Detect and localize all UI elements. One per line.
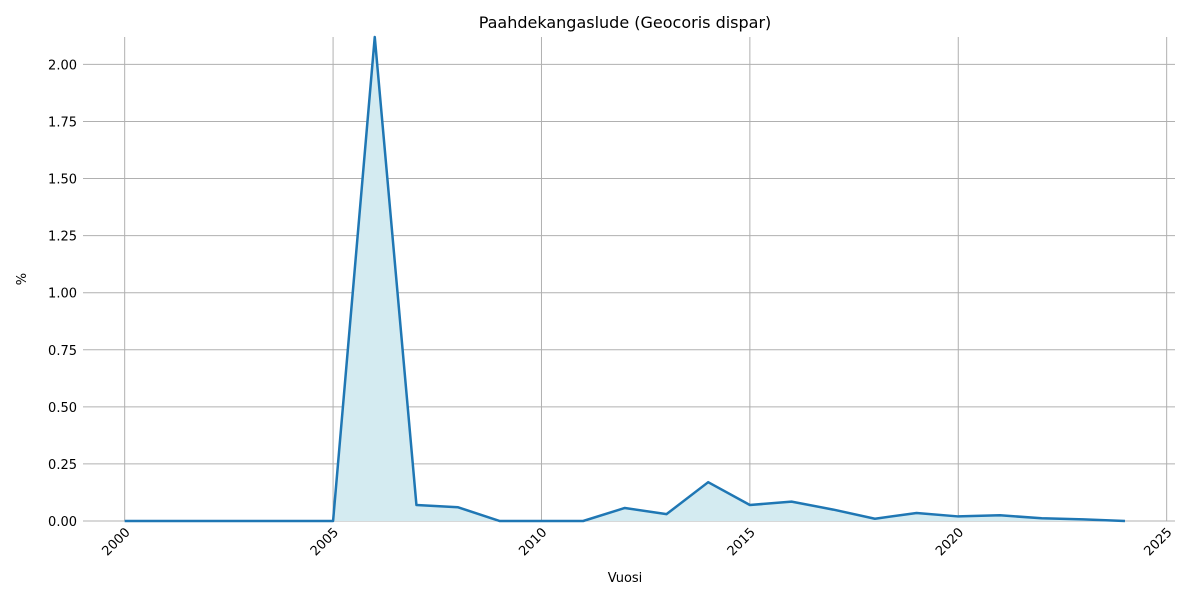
x-tick-label: 2010 xyxy=(516,525,550,559)
x-tick-label: 2000 xyxy=(100,525,134,559)
area xyxy=(124,37,1125,521)
y-tick-label: 0.75 xyxy=(48,344,77,359)
y-tick-label: 1.50 xyxy=(48,173,77,188)
y-axis-label: % xyxy=(15,273,30,285)
line xyxy=(124,35,1126,523)
x-tick-label: 2015 xyxy=(725,525,759,559)
y-tick-label: 1.00 xyxy=(48,287,77,302)
y-tick-label: 1.25 xyxy=(48,230,77,245)
y-tick-label: 1.75 xyxy=(48,115,77,130)
y-tick-label: 0.00 xyxy=(48,515,77,530)
y-tick-label: 0.25 xyxy=(48,458,77,473)
y-tick-label: 2.00 xyxy=(48,58,77,73)
chart-title: Paahdekangaslude (Geocoris dispar) xyxy=(479,13,772,32)
x-tick-label: 2025 xyxy=(1141,525,1175,559)
y-tick-label: 0.50 xyxy=(48,401,77,416)
x-tick-label: 2020 xyxy=(933,525,967,559)
x-axis-label: Vuosi xyxy=(608,571,643,586)
x-tick-label: 2005 xyxy=(308,525,342,559)
